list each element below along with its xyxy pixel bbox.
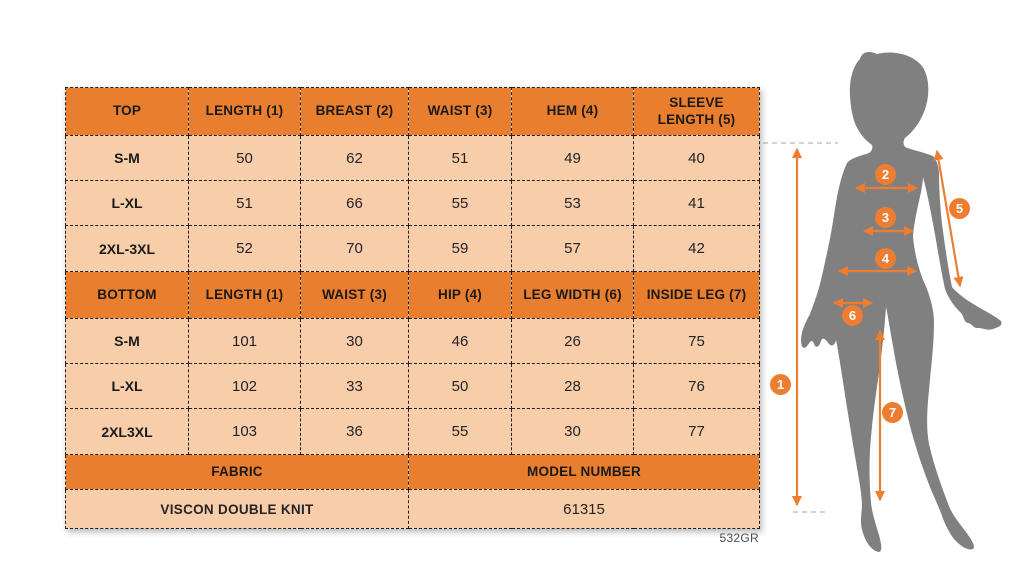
fabric-header-cell: FABRIC (65, 454, 409, 490)
grammage-note: 532GR (719, 531, 759, 545)
measure-marker-2: 2 (875, 164, 896, 185)
bottom-header-cell: INSIDE LEG (7) (633, 271, 760, 319)
value-cell: 41 (633, 180, 760, 226)
size-label-cell: S-M (65, 135, 189, 181)
value-cell: 77 (633, 408, 760, 455)
bottom-header-row: BOTTOM LENGTH (1) WAIST (3) HIP (4) LEG … (65, 271, 760, 319)
bottom-header-cell: LEG WIDTH (6) (511, 271, 634, 319)
top-header-cell: SLEEVE LENGTH (5) (633, 87, 760, 136)
value-cell: 55 (408, 180, 512, 226)
value-cell: 26 (511, 318, 634, 364)
table-row: L-XL 51 66 55 53 41 (65, 180, 760, 226)
size-label-cell: L-XL (65, 180, 189, 226)
table-row: 2XL-3XL 52 70 59 57 42 (65, 225, 760, 272)
measure-marker-5: 5 (949, 198, 970, 219)
measure-marker-7: 7 (882, 402, 903, 423)
footer-value-row: VISCON DOUBLE KNIT 61315 (65, 489, 760, 529)
value-cell: 76 (633, 363, 760, 409)
value-cell: 57 (511, 225, 634, 272)
value-cell: 55 (408, 408, 512, 455)
value-cell: 51 (188, 180, 301, 226)
measure-marker-3: 3 (875, 207, 896, 228)
top-header-cell: LENGTH (1) (188, 87, 301, 136)
value-cell: 28 (511, 363, 634, 409)
value-cell: 75 (633, 318, 760, 364)
measure-marker-4: 4 (875, 248, 896, 269)
bottom-header-cell: BOTTOM (65, 271, 189, 319)
value-cell: 50 (188, 135, 301, 181)
table-row: L-XL 102 33 50 28 76 (65, 363, 760, 409)
model-number-value-cell: 61315 (408, 489, 760, 529)
measure-arrow-sleeve-5 (933, 149, 964, 288)
value-cell: 33 (300, 363, 409, 409)
top-header-cell: WAIST (3) (408, 87, 512, 136)
value-cell: 40 (633, 135, 760, 181)
value-cell: 53 (511, 180, 634, 226)
value-cell: 102 (188, 363, 301, 409)
value-cell: 46 (408, 318, 512, 364)
value-cell: 30 (511, 408, 634, 455)
value-cell: 59 (408, 225, 512, 272)
value-cell: 49 (511, 135, 634, 181)
value-cell: 51 (408, 135, 512, 181)
model-number-header-cell: MODEL NUMBER (408, 454, 760, 490)
size-label-cell: S-M (65, 318, 189, 364)
bottom-header-cell: HIP (4) (408, 271, 512, 319)
value-cell: 70 (300, 225, 409, 272)
top-header-cell: BREAST (2) (300, 87, 409, 136)
woman-silhouette (801, 51, 1002, 552)
value-cell: 30 (300, 318, 409, 364)
table-row: S-M 101 30 46 26 75 (65, 318, 760, 364)
value-cell: 42 (633, 225, 760, 272)
value-cell: 36 (300, 408, 409, 455)
measure-marker-1: 1 (770, 374, 791, 395)
size-label-cell: 2XL-3XL (65, 225, 189, 272)
table-row: S-M 50 62 51 49 40 (65, 135, 760, 181)
bottom-header-cell: WAIST (3) (300, 271, 409, 319)
value-cell: 62 (300, 135, 409, 181)
top-header-cell: TOP (65, 87, 189, 136)
value-cell: 50 (408, 363, 512, 409)
value-cell: 103 (188, 408, 301, 455)
footer-header-row: FABRIC MODEL NUMBER (65, 454, 760, 490)
top-header-cell: HEM (4) (511, 87, 634, 136)
value-cell: 66 (300, 180, 409, 226)
bottom-header-cell: LENGTH (1) (188, 271, 301, 319)
fabric-value-cell: VISCON DOUBLE KNIT (65, 489, 409, 529)
value-cell: 52 (188, 225, 301, 272)
size-chart-table: TOP LENGTH (1) BREAST (2) WAIST (3) HEM … (65, 87, 760, 529)
size-label-cell: L-XL (65, 363, 189, 409)
value-cell: 101 (188, 318, 301, 364)
measure-marker-6: 6 (842, 305, 863, 326)
size-label-cell: 2XL3XL (65, 408, 189, 455)
top-header-row: TOP LENGTH (1) BREAST (2) WAIST (3) HEM … (65, 87, 760, 136)
table-row: 2XL3XL 103 36 55 30 77 (65, 408, 760, 455)
